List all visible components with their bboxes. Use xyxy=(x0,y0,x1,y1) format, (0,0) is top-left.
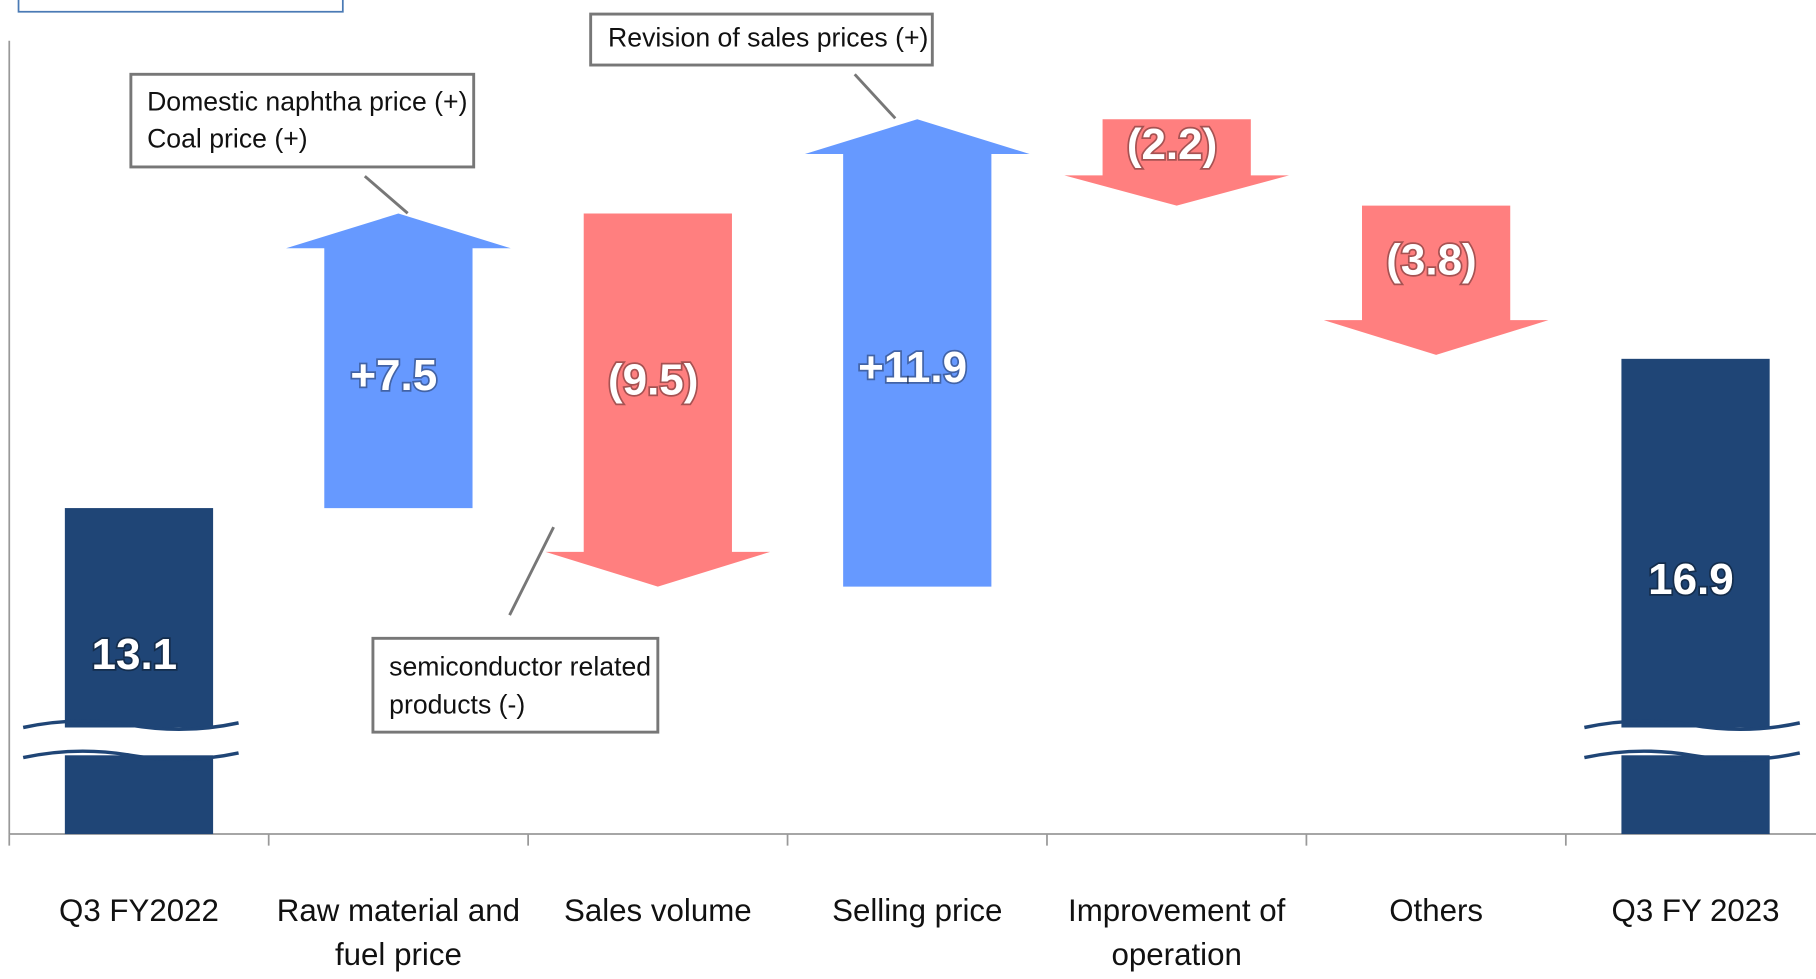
x-label-box: Q3 FY 2023 xyxy=(1611,893,1780,928)
decrease-arrow xyxy=(1064,119,1290,206)
increase-arrow xyxy=(804,119,1030,587)
x-label-box: Q3 FY2022 xyxy=(59,893,219,928)
value-label: (9.5) xyxy=(608,355,698,404)
annotation: Coal price (+) xyxy=(147,123,308,153)
annotation: Domestic naphtha price (+) xyxy=(147,86,467,116)
value-label: +7.5 xyxy=(350,351,437,400)
leader-line xyxy=(853,73,897,120)
leader-line xyxy=(363,175,409,215)
annotation: semiconductor related xyxy=(389,651,651,681)
value-label: (2.2) xyxy=(1127,120,1217,169)
x-tick-label: Sales volume xyxy=(563,893,752,928)
x-tick-label: Selling price xyxy=(832,893,1003,928)
annotation-box xyxy=(589,12,934,67)
annotation-box xyxy=(371,636,660,734)
x-tick-label: Others xyxy=(1389,893,1484,928)
annotation-box xyxy=(129,72,476,169)
value-label: 13.1 xyxy=(92,630,178,679)
increase-arrow xyxy=(286,213,511,509)
x-tick-label: Q3 FY2022 xyxy=(59,893,219,928)
x-tick-label: Q3 FY 2023 xyxy=(1611,893,1780,928)
value-label: +11.9 xyxy=(858,343,967,392)
axis-break-line xyxy=(22,719,239,732)
annotation: Revision of sales prices (+) xyxy=(608,23,928,53)
decrease-arrow xyxy=(545,213,771,587)
leader-line xyxy=(508,526,555,616)
axis-break-line xyxy=(1583,749,1801,762)
total-bar xyxy=(64,508,214,835)
x-label-box: Improvement of operation xyxy=(1068,893,1286,972)
x-tick-label: Improvement of operation xyxy=(1068,893,1286,972)
decrease-arrow xyxy=(1323,205,1549,355)
annotation: products (-) xyxy=(389,690,525,720)
value-label: (3.8) xyxy=(1386,236,1476,285)
x-tick-label: Raw material and fuel price xyxy=(276,893,521,972)
x-label-box: Selling price xyxy=(832,893,1003,928)
axis-break-line xyxy=(22,749,239,762)
x-label-box: Others xyxy=(1389,893,1484,928)
legend-box xyxy=(17,0,344,13)
x-label-box: Raw material and fuel price xyxy=(276,893,521,972)
axis-break-line xyxy=(1583,719,1801,732)
x-label-box: Sales volume xyxy=(563,893,752,928)
value-label: 16.9 xyxy=(1648,555,1734,604)
